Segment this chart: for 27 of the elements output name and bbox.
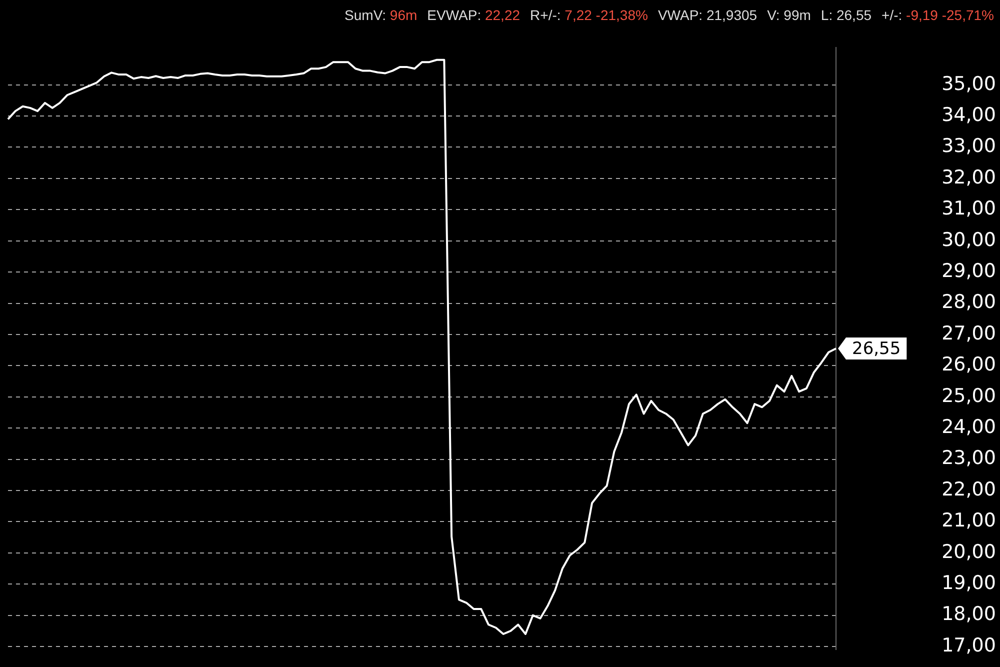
y-tick-label: 23,00: [942, 447, 996, 470]
text: SumV: 96m: [344, 7, 418, 23]
y-tick-label: 21,00: [942, 510, 996, 532]
text: L: 26,55: [820, 7, 872, 23]
y-tick-label: 35,00: [942, 72, 996, 95]
y-tick-label: 19,00: [942, 572, 996, 594]
y-tick-label: 28,00: [942, 291, 996, 314]
y-tick-label: 24,00: [942, 416, 996, 438]
y-tick-label: 34,00: [942, 104, 996, 126]
y-tick-label: 20,00: [942, 540, 996, 563]
y-tick-label: 29,00: [942, 260, 996, 282]
y-tick-label: 17,00: [942, 634, 996, 656]
text: +/-: -9,19 -25,71%: [882, 7, 994, 23]
y-tick-label: 18,00: [942, 603, 996, 626]
y-tick-label: 31,00: [942, 198, 996, 220]
y-tick-label: 22,00: [942, 478, 996, 500]
y-tick-label: 33,00: [942, 135, 996, 158]
text: V: 99m: [767, 7, 811, 23]
text: R+/-: 7,22 -21,38%: [530, 7, 648, 23]
text: VWAP: 21,9305: [658, 7, 758, 23]
y-tick-label: 25,00: [942, 384, 996, 407]
y-tick-label: 30,00: [942, 228, 996, 251]
y-tick-label: 26,00: [942, 354, 996, 376]
y-tick-label: 32,00: [942, 166, 996, 188]
text: EVWAP: 22,22: [427, 7, 520, 23]
y-tick-label: 27,00: [942, 322, 996, 344]
text: 26,55: [852, 338, 901, 359]
